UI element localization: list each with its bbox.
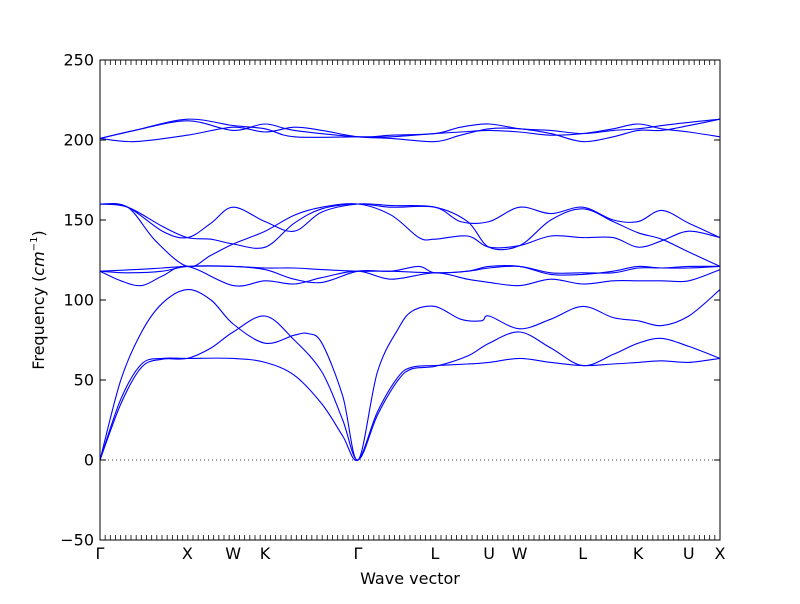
branch-8-line bbox=[99, 203, 721, 249]
x-tick-label: X bbox=[182, 544, 193, 563]
branches-layer bbox=[99, 118, 721, 462]
x-tick-label: Γ bbox=[96, 544, 105, 563]
branch-11-line bbox=[99, 118, 721, 139]
y-axis-label: Frequency (cm−1) bbox=[29, 230, 48, 369]
branch-10-line bbox=[99, 118, 721, 139]
branch-3-line bbox=[99, 289, 721, 461]
x-tick-label: W bbox=[225, 544, 241, 563]
branch-12-line bbox=[99, 118, 721, 143]
x-axis-label: Wave vector bbox=[360, 569, 460, 588]
x-tick-label: K bbox=[633, 544, 644, 563]
plot-frame bbox=[99, 59, 721, 541]
x-tick-label: K bbox=[260, 544, 271, 563]
y-tick-label: 200 bbox=[63, 131, 94, 150]
branch-6-line bbox=[99, 265, 721, 276]
y-axis-label-text: Frequency bbox=[29, 287, 48, 370]
x-tick-label: U bbox=[683, 544, 695, 563]
y-tick-label: −50 bbox=[60, 531, 94, 550]
y-tick-label: 100 bbox=[63, 291, 94, 310]
y-tick-label: 250 bbox=[63, 51, 94, 70]
x-tick-label: Γ bbox=[354, 544, 363, 563]
x-tick-label: W bbox=[512, 544, 528, 563]
x-tick-label: L bbox=[578, 544, 587, 563]
y-axis-unit-exp: −1 bbox=[29, 237, 40, 252]
y-tick-label: 0 bbox=[84, 451, 94, 470]
y-tick-label: 50 bbox=[74, 371, 94, 390]
x-tick-label: L bbox=[431, 544, 440, 563]
branch-2-line bbox=[99, 315, 721, 461]
x-tick-label: U bbox=[483, 544, 495, 563]
y-tick-label: 150 bbox=[63, 211, 94, 230]
x-tick-label: X bbox=[715, 544, 726, 563]
branch-9-line bbox=[99, 203, 721, 267]
branch-7-line bbox=[99, 202, 721, 268]
y-axis-unit-base: cm bbox=[29, 251, 48, 275]
